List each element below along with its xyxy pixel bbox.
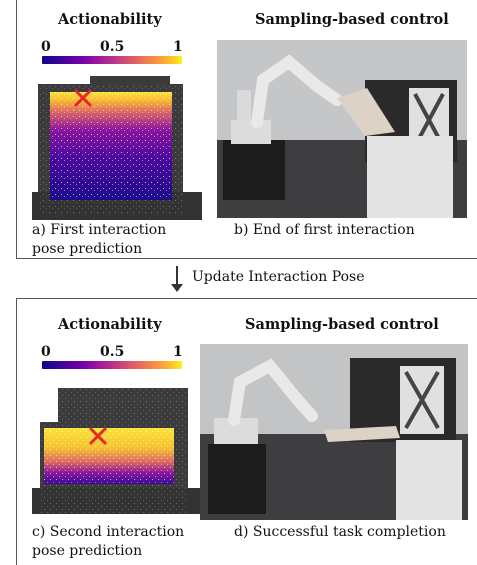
robot-base <box>223 140 285 200</box>
caption-a-line2: pose prediction <box>32 241 143 257</box>
robot-arm <box>251 54 343 128</box>
bottom-colorbar-max: 1 <box>173 344 183 360</box>
caption-c-line1: c) Second interaction <box>32 524 185 540</box>
arrow-label: Update Interaction Pose <box>192 269 365 285</box>
caption-b: b) End of first interaction <box>234 222 415 238</box>
bottom-colorbar-mid: 0.5 <box>100 344 125 360</box>
oven-stand <box>367 136 453 218</box>
bottom-control-heading: Sampling-based control <box>245 316 439 333</box>
top-point-cloud <box>32 76 202 220</box>
caption-c-line2: pose prediction <box>32 543 143 559</box>
bottom-colorbar <box>42 361 182 369</box>
top-interaction-marker <box>73 88 93 108</box>
oven-door <box>337 88 395 136</box>
top-control-heading: Sampling-based control <box>255 11 449 28</box>
bottom-colorbar-min: 0 <box>41 344 51 360</box>
top-colorbar <box>42 56 182 64</box>
top-panel <box>16 0 477 259</box>
robot-base <box>208 444 266 514</box>
bottom-interaction-marker <box>88 426 108 446</box>
bottom-panel <box>16 298 477 565</box>
bottom-robot-photo <box>200 344 468 520</box>
top-colorbar-mid: 0.5 <box>100 39 125 55</box>
update-arrow: Update Interaction Pose <box>168 262 468 296</box>
top-actionability-heading: Actionability <box>58 11 162 28</box>
oven-door <box>324 426 400 442</box>
top-colorbar-max: 1 <box>173 39 183 55</box>
caption-d: d) Successful task completion <box>234 524 446 540</box>
oven-stand <box>396 440 462 520</box>
top-colorbar-min: 0 <box>41 39 51 55</box>
bottom-point-cloud <box>32 388 202 514</box>
caption-a-line1: a) First interaction <box>32 222 167 238</box>
robot-arm <box>228 358 318 426</box>
top-robot-photo <box>217 40 467 218</box>
arrow-down-icon <box>176 266 178 288</box>
bottom-actionability-heading: Actionability <box>58 316 162 333</box>
